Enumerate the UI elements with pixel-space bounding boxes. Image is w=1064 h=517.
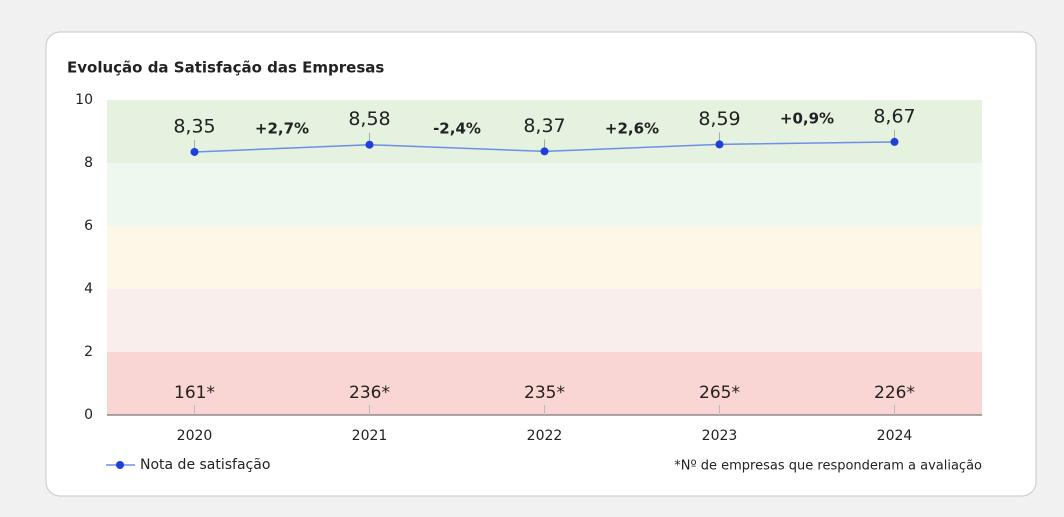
point — [890, 137, 899, 146]
chart-title: Evolução da Satisfação das Empresas — [67, 59, 384, 77]
count-label: 235* — [524, 383, 565, 403]
change-label: +2,7% — [255, 120, 309, 138]
point — [540, 147, 549, 156]
y-tick-label: 0 — [84, 407, 93, 423]
x-tick-label: 2022 — [527, 428, 563, 444]
y-tick-label: 8 — [84, 155, 93, 171]
value-label: 8,35 — [173, 115, 215, 137]
y-tick-label: 10 — [75, 92, 93, 108]
x-tick-label: 2024 — [877, 428, 913, 444]
value-label: 8,58 — [348, 108, 390, 130]
point — [190, 147, 199, 156]
band — [107, 163, 982, 226]
value-label: 8,59 — [698, 108, 740, 130]
x-tick-label: 2023 — [702, 428, 738, 444]
band — [107, 289, 982, 352]
value-label: 8,67 — [873, 105, 915, 127]
y-tick-label: 4 — [84, 281, 93, 297]
count-label: 161* — [174, 383, 215, 403]
y-tick-label: 6 — [84, 218, 93, 234]
point — [715, 140, 724, 149]
change-label: +2,6% — [605, 120, 659, 138]
value-label: 8,37 — [523, 115, 565, 137]
count-label: 226* — [874, 383, 915, 403]
legend-label: Nota de satisfação — [140, 457, 270, 473]
legend-marker — [116, 461, 124, 469]
count-label: 265* — [699, 383, 740, 403]
x-tick-label: 2021 — [352, 428, 388, 444]
change-label: -2,4% — [433, 120, 481, 138]
count-label: 236* — [349, 383, 390, 403]
footnote: *Nº de empresas que responderam a avalia… — [674, 459, 982, 474]
band — [107, 352, 982, 415]
band — [107, 226, 982, 289]
point — [365, 140, 374, 149]
change-label: +0,9% — [780, 110, 834, 128]
x-tick-label: 2020 — [177, 428, 213, 444]
y-tick-label: 2 — [84, 344, 93, 360]
